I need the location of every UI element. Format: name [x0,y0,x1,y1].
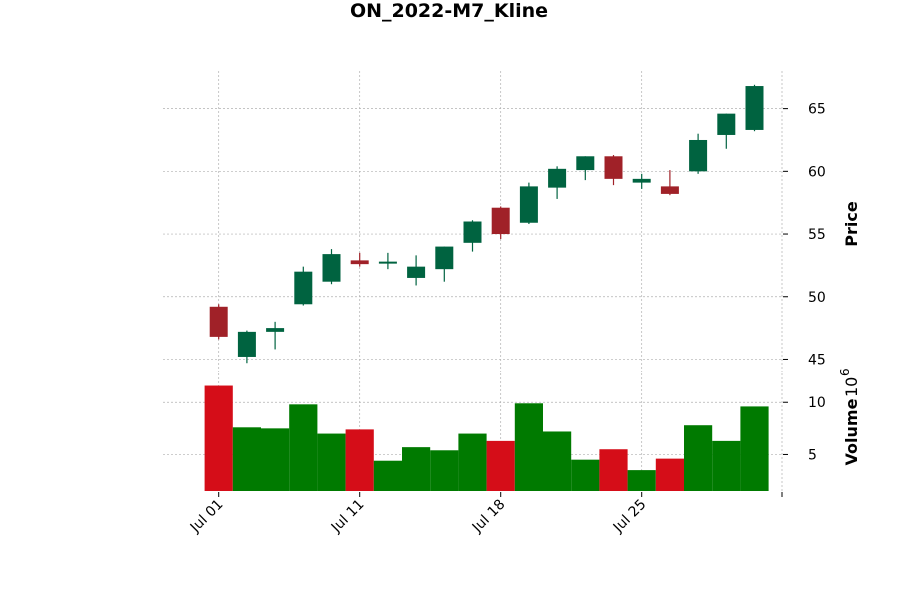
price-axis-label: Price [842,201,861,247]
candle [463,220,482,252]
volume-bar [261,428,290,491]
volume-exponent-base: 10 [842,377,861,397]
volume-bar [204,385,233,491]
volume-bar [345,429,374,491]
candle [660,170,679,196]
volume-bar [712,440,741,491]
volume-bar [317,433,346,491]
candle [491,206,510,240]
candle-body [745,86,764,130]
volume-tick-label: 5 [808,447,817,463]
volume-bar [373,460,402,491]
candle-body [604,156,623,179]
candle-body [491,207,510,235]
x-axis: Jul 01 Jul 11 Jul 18 Jul 25 [187,492,783,537]
volume-bar [740,406,769,491]
price-tick-label: 50 [808,290,826,306]
chart-title: ON_2022-M7_Kline [350,0,548,22]
candle-body [350,260,369,265]
price-tick-label: 45 [808,352,826,368]
candle-body [378,261,397,264]
volume-bar [571,459,600,491]
candle [294,266,313,306]
volume-tick-label: 10 [808,395,826,411]
candle [604,155,623,186]
candle-body [322,254,341,282]
price-panel: 45 50 55 60 65 [163,71,826,372]
candle [717,113,736,149]
candle [632,173,651,189]
volume-bar [655,458,684,491]
candle [689,133,708,174]
volume-axis-label: Volume [842,398,861,465]
candle [209,304,228,340]
volume-bar [627,470,656,491]
candle [519,182,538,225]
x-tick-label: Jul 18 [469,497,509,537]
candle-body [717,113,736,135]
volume-bar [402,447,431,491]
candle [407,255,426,286]
volume-bar [232,427,261,491]
candle-body [689,139,708,172]
candle [378,252,397,270]
candle-body [407,266,426,278]
candle-body [294,271,313,305]
candle [745,84,764,132]
candle [237,330,256,364]
candle [435,246,454,282]
volume-bar [514,403,543,491]
volume-bar [599,449,628,491]
volume-bar [543,431,572,491]
candle-body [548,168,567,188]
candle-body [463,221,482,243]
x-tick-label: Jul 11 [328,497,368,537]
candle-body [660,186,679,194]
x-tick-label: Jul 25 [610,497,650,537]
candle-body [266,328,285,332]
candle [266,321,285,350]
candle-body [209,306,228,337]
volume-bar [486,440,515,491]
candle [322,249,341,285]
price-tick-label: 65 [808,102,826,118]
volume-panel: 5 10 [163,373,826,491]
candle-body [576,156,595,171]
price-tick-label: 60 [808,164,826,180]
price-tick-label: 55 [808,227,826,243]
volume-exponent-power: 6 [838,368,852,376]
candle-body [632,178,651,183]
volume-bar [684,425,713,491]
volume-bar [458,433,487,491]
volume-multiplier: 10 6 [838,368,861,397]
candle-body [237,331,256,357]
candle [350,252,369,267]
volume-bar [430,450,459,491]
candle-body [435,246,454,270]
volume-bar [289,404,318,491]
candle-body [519,186,538,223]
candle [548,166,567,199]
x-tick-label: Jul 01 [187,497,227,537]
candle [576,156,595,181]
